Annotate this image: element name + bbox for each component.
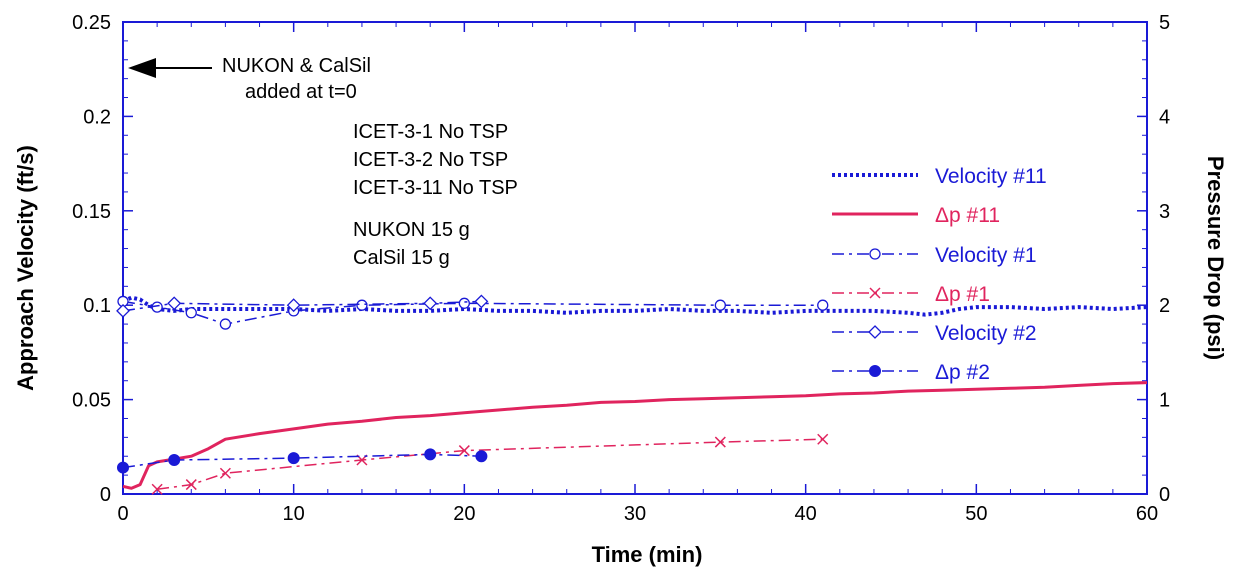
- x-tick-label: 30: [624, 503, 646, 525]
- data-point: [185, 479, 197, 491]
- legend-entry: Δp #11: [832, 204, 1000, 227]
- legend-label: Velocity #11: [935, 165, 1047, 188]
- series-4: [151, 433, 829, 495]
- legend-entry: Velocity #2: [832, 322, 1037, 345]
- y-tick-label: 0.1: [83, 295, 111, 317]
- data-point: [423, 296, 438, 311]
- legend-entry: Δp #2: [832, 361, 990, 384]
- data-point: [474, 294, 489, 309]
- annotation-arrow-text-1: NUKON & CalSil: [222, 55, 371, 77]
- y2-tick-label: 0: [1159, 484, 1170, 506]
- data-point: [219, 318, 232, 330]
- x-tick-label: 40: [795, 503, 817, 525]
- series-6: [117, 448, 488, 474]
- data-point: [116, 303, 130, 318]
- y2-axis-ticks: 0 1 2 3 4 5: [1137, 12, 1170, 506]
- annotation-test-line-3: ICET-3-11 No TSP: [353, 177, 518, 199]
- annotation-load-line-1: NUKON 15 g: [353, 219, 470, 241]
- y-tick-label: 0.15: [72, 201, 111, 223]
- annotation-test-line-1: ICET-3-1 No TSP: [353, 121, 508, 143]
- x-tick-label: 10: [283, 503, 305, 525]
- legend-label: Δp #1: [935, 283, 990, 306]
- y2-tick-label: 2: [1159, 295, 1170, 317]
- series-5: [116, 294, 489, 318]
- y-tick-label: 0.2: [83, 106, 111, 128]
- series-line: [122, 295, 1148, 317]
- series-line: [122, 300, 482, 312]
- y2-tick-label: 4: [1159, 106, 1170, 128]
- data-point: [117, 461, 129, 474]
- y-axis-title: Approach Velocity (ft/s): [13, 145, 38, 391]
- legend-marker: [869, 287, 881, 299]
- x-tick-label: 50: [965, 503, 987, 525]
- legend-entry: Velocity #11: [832, 165, 1047, 188]
- series-line: [156, 438, 823, 491]
- data-point: [356, 299, 368, 311]
- annotation-arrow-text-2: added at t=0: [245, 81, 357, 103]
- data-point: [475, 450, 488, 463]
- legend: Velocity #11 Δp #11 Velocity #1 Δp #1 Veloci…: [832, 165, 1047, 384]
- y-tick-label: 0.05: [72, 390, 111, 412]
- y2-tick-label: 5: [1159, 12, 1170, 34]
- series-layer: [116, 294, 1148, 495]
- data-point: [151, 483, 163, 495]
- legend-label: Velocity #1: [935, 244, 1037, 267]
- y2-tick-label: 3: [1159, 201, 1170, 223]
- series-2: [122, 381, 1148, 490]
- annotation-test-line-2: ICET-3-2 No TSP: [353, 149, 508, 171]
- series-line: [122, 381, 1148, 490]
- data-point: [219, 467, 231, 479]
- x-tick-label: 60: [1136, 503, 1158, 525]
- data-point: [185, 307, 197, 319]
- legend-label: Δp #11: [935, 204, 1000, 227]
- legend-entry: Δp #1: [832, 283, 990, 306]
- x-axis-ticks: 0 10 20 30 40 50 60: [117, 22, 1158, 525]
- y-axis-ticks: 0 0.05 0.1 0.15 0.2 0.25: [72, 12, 133, 506]
- y2-tick-label: 1: [1159, 390, 1170, 412]
- data-point: [286, 298, 301, 313]
- y2-axis-title: Pressure Drop (psi): [1203, 156, 1228, 360]
- data-point: [458, 297, 470, 309]
- data-point: [458, 445, 470, 457]
- data-point: [817, 299, 829, 311]
- legend-marker: [869, 365, 881, 377]
- y-tick-label: 0: [100, 484, 111, 506]
- x-axis-title: Time (min): [592, 542, 703, 567]
- x-tick-label: 20: [453, 503, 475, 525]
- data-point: [714, 436, 726, 448]
- annotation-arrow: [128, 58, 212, 78]
- legend-label: Velocity #2: [935, 322, 1037, 345]
- legend-entry: Velocity #1: [832, 244, 1037, 267]
- data-point: [287, 452, 300, 465]
- annotation-load-line-2: CalSil 15 g: [353, 247, 450, 269]
- data-point: [714, 299, 726, 311]
- legend-marker: [868, 325, 882, 339]
- data-point: [817, 433, 829, 445]
- legend-label: Δp #2: [935, 361, 990, 384]
- data-point: [167, 296, 182, 311]
- arrow-head: [128, 58, 156, 78]
- y-tick-label: 0.25: [72, 12, 111, 34]
- data-point: [424, 448, 437, 461]
- x-tick-label: 0: [117, 503, 128, 525]
- legend-marker: [869, 248, 881, 260]
- series-1: [122, 295, 1148, 317]
- data-point: [168, 454, 181, 467]
- series-line: [122, 453, 482, 469]
